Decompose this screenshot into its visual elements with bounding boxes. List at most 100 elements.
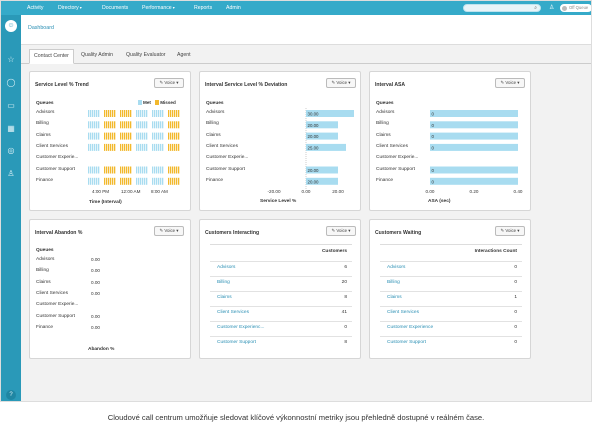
table-row[interactable]: Customer Experience 0 <box>380 321 522 332</box>
customers-interacting-panel: Customers Interacting ✎ Voice ▾ Customer… <box>199 219 361 359</box>
tab-quality-evaluator[interactable]: Quality Evaluator <box>126 52 166 58</box>
trend-bar <box>176 143 178 151</box>
voice-select[interactable]: ✎ Voice ▾ <box>326 226 356 236</box>
video-icon[interactable]: ▭ <box>7 101 15 110</box>
abandon-value: 0.00 <box>91 268 100 274</box>
column-header: Customers <box>321 249 347 254</box>
trend-bar <box>136 166 138 174</box>
trend-bar <box>106 143 108 151</box>
user-icon[interactable]: ♙ <box>549 5 555 11</box>
trend-bar <box>92 177 94 185</box>
trend-bar <box>142 143 144 151</box>
queue-link[interactable]: Customer Support <box>217 340 256 345</box>
trend-bar <box>142 132 144 140</box>
nav-reports[interactable]: Reports <box>194 1 212 15</box>
star-icon[interactable]: ☆ <box>7 55 15 64</box>
voice-select[interactable]: ✎ Voice ▾ <box>495 226 525 236</box>
table-row[interactable]: Advisors 6 <box>210 261 352 272</box>
table-row[interactable]: Advisors 0 <box>380 261 522 272</box>
queue-link[interactable]: Billing <box>217 280 230 285</box>
voice-select[interactable]: ✎ Voice ▾ <box>326 78 356 88</box>
tab-quality-admin[interactable]: Quality Admin <box>81 52 114 58</box>
trend-bar <box>112 132 114 140</box>
help-icon[interactable]: ? <box>6 390 16 400</box>
row-count: 0 <box>344 325 347 330</box>
trend-bar <box>92 143 94 151</box>
trend-bar <box>174 121 176 129</box>
nav-admin[interactable]: Admin <box>226 1 241 15</box>
nav-directory[interactable]: Directory▾ <box>58 1 82 15</box>
bar-label: 20.00 <box>308 168 320 173</box>
queue-link[interactable]: Billing <box>387 280 400 285</box>
trend-bar <box>178 110 180 117</box>
interval-abandon-panel: Interval Abandon % ✎ Voice ▾ Queues Advi… <box>29 219 191 359</box>
add-user-icon[interactable]: ♙ <box>7 169 15 178</box>
table-row[interactable]: Client Services 0 <box>380 306 522 317</box>
tab-agent[interactable]: Agent <box>177 52 191 58</box>
voice-select[interactable]: ✎ Voice ▾ <box>154 78 184 88</box>
nav-activity[interactable]: Activity <box>27 1 43 15</box>
trend-bar <box>172 166 174 174</box>
queue-link[interactable]: Client Services <box>217 310 249 315</box>
row-count: 8 <box>344 295 347 300</box>
table-row[interactable]: Customer Support 0 <box>380 336 522 347</box>
nav-documents[interactable]: Documents <box>102 1 128 15</box>
voice-select[interactable]: ✎ Voice ▾ <box>495 78 525 88</box>
trend-bar <box>96 132 98 140</box>
queue-link[interactable]: Customer Experienc... <box>217 325 265 330</box>
trend-bar <box>144 110 146 117</box>
globe-icon[interactable]: ◎ <box>7 146 15 155</box>
nav-performance[interactable]: Performance▾ <box>142 1 175 15</box>
trend-bar <box>158 166 160 174</box>
left-rail: ☺ ☆ ◯ ▭ ▦ ◎ ♙ ? <box>1 15 21 401</box>
queue-label: Billing <box>36 268 49 274</box>
trend-bar <box>170 143 172 151</box>
abandon-value: 0.00 <box>91 290 100 296</box>
nav-label: Activity <box>27 5 44 11</box>
voice-select[interactable]: ✎ Voice ▾ <box>154 226 184 236</box>
trend-bar <box>158 177 160 185</box>
status-toggle[interactable]: Off Queue <box>560 4 591 12</box>
trend-bar <box>126 166 128 174</box>
trend-bar <box>110 166 112 174</box>
tab-contact-center[interactable]: Contact Center <box>29 49 74 64</box>
table-row[interactable]: Claims 8 <box>210 291 352 302</box>
queue-link[interactable]: Customer Support <box>387 340 426 345</box>
trend-bar <box>108 166 110 174</box>
table-row[interactable]: Customer Support 8 <box>210 336 352 347</box>
queue-link[interactable]: Customer Experience <box>387 325 434 330</box>
x-tick: 0.00 <box>426 189 435 194</box>
app-window: Activity Directory▾ Documents Performanc… <box>0 0 592 402</box>
status-dot-icon <box>562 5 567 11</box>
trend-bar <box>154 110 156 117</box>
trend-bar <box>156 177 158 185</box>
queues-header: Queues <box>36 101 54 106</box>
table-row[interactable]: Customer Experienc... 0 <box>210 321 352 332</box>
panel-title: Interval ASA <box>375 82 406 88</box>
trend-bar <box>108 177 110 185</box>
trend-bar <box>162 166 164 174</box>
bar-label: 0 <box>432 134 435 139</box>
search-input[interactable]: ⌕ <box>463 4 541 12</box>
table-row[interactable]: Billing 20 <box>210 276 352 287</box>
queue-link[interactable]: Client Services <box>387 310 419 315</box>
trend-bar <box>160 177 162 185</box>
queue-link[interactable]: Claims <box>387 295 402 300</box>
queue-link[interactable]: Advisors <box>217 265 236 270</box>
table-row[interactable]: Claims 1 <box>380 291 522 302</box>
calendar-icon[interactable]: ▦ <box>7 124 15 133</box>
bar-label: 0 <box>432 112 435 117</box>
bar-label: 20.00 <box>308 179 320 184</box>
table-row[interactable]: Billing 0 <box>380 276 522 287</box>
trend-bar <box>176 166 178 174</box>
table-row[interactable]: Client Services 41 <box>210 306 352 317</box>
queue-label: Billing <box>206 121 219 127</box>
queue-link[interactable]: Advisors <box>387 265 406 270</box>
deviation-bar <box>306 177 338 185</box>
row-count: 0 <box>514 325 517 330</box>
chat-icon[interactable]: ◯ <box>6 78 16 87</box>
home-icon[interactable]: ☺ <box>5 20 17 32</box>
trend-bar <box>88 177 90 185</box>
breadcrumb[interactable]: Dashboard <box>28 25 54 31</box>
queue-link[interactable]: Claims <box>217 295 232 300</box>
